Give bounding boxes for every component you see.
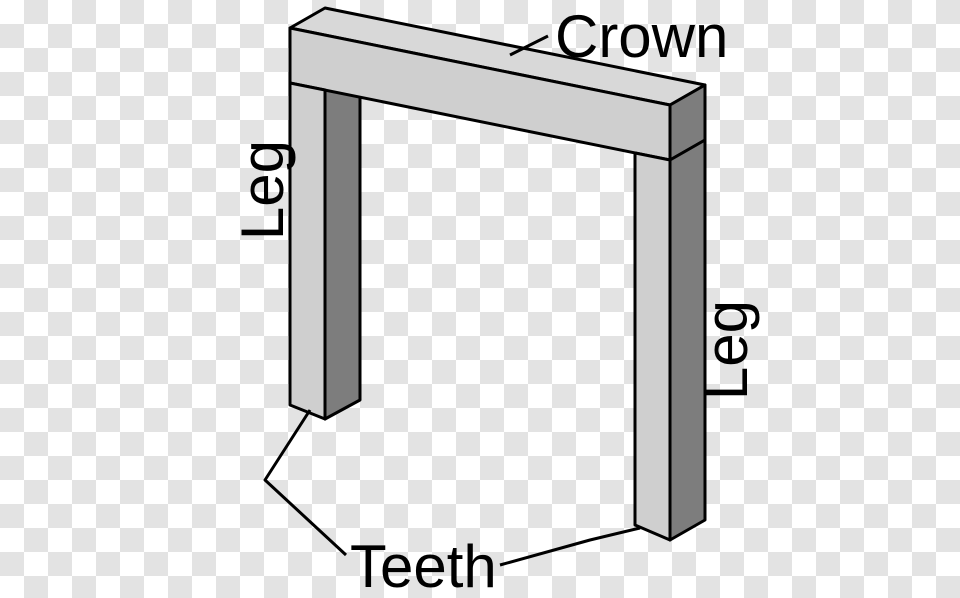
- leader-teeth-right: [500, 528, 640, 565]
- leader-teeth-left: [265, 410, 346, 555]
- right-leg-front: [635, 153, 670, 540]
- label-teeth: Teeth: [350, 532, 497, 598]
- staple-figure: [0, 0, 960, 598]
- left-leg-side: [325, 45, 360, 419]
- label-leg-left: Leg: [228, 140, 297, 240]
- left-leg-front: [290, 83, 325, 419]
- label-crown: Crown: [555, 2, 728, 71]
- label-leg-right: Leg: [692, 300, 761, 400]
